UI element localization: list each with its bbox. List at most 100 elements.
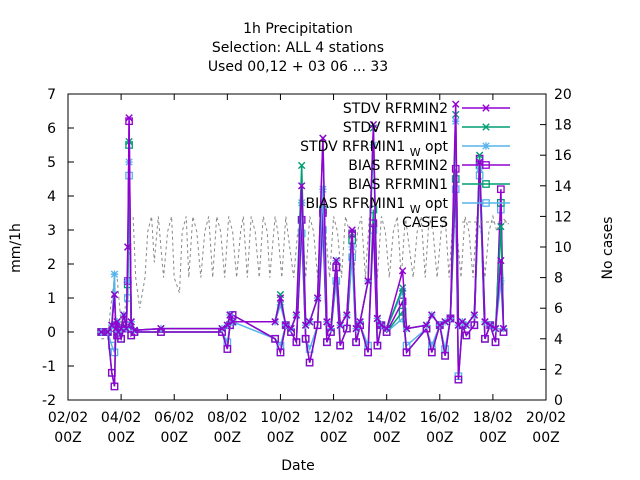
data-point bbox=[297, 182, 306, 190]
legend-marker bbox=[482, 104, 490, 112]
data-point bbox=[319, 185, 327, 193]
data-point bbox=[223, 345, 232, 353]
data-point bbox=[369, 120, 378, 129]
title-line: Selection: ALL 4 stations bbox=[212, 40, 384, 56]
legend-label: STDV RFRMIN2 bbox=[343, 101, 448, 117]
y2-tick-label: 12 bbox=[554, 209, 572, 225]
data-point bbox=[125, 114, 133, 122]
x-tick-label-hour: 00Z bbox=[267, 430, 294, 446]
data-point bbox=[436, 321, 444, 329]
y2-tick-label: 2 bbox=[554, 362, 563, 378]
data-point bbox=[462, 331, 471, 340]
legend-marker bbox=[482, 161, 490, 169]
data-point bbox=[382, 324, 391, 333]
data-point bbox=[481, 318, 489, 326]
data-point bbox=[497, 277, 505, 285]
data-point bbox=[497, 185, 505, 194]
x-tick-label-hour: 00Z bbox=[320, 430, 347, 446]
data-point bbox=[352, 324, 360, 333]
chart-title: 1h Precipitation Selection: ALL 4 station… bbox=[208, 21, 388, 75]
data-point bbox=[282, 321, 290, 329]
data-point bbox=[313, 294, 322, 302]
y-tick-label: 6 bbox=[47, 121, 56, 137]
data-point bbox=[422, 321, 431, 329]
data-point bbox=[343, 311, 351, 319]
series-line bbox=[101, 214, 510, 340]
x-tick-label: 08/02 bbox=[207, 410, 247, 426]
y2-tick-label: 16 bbox=[554, 148, 572, 164]
data-point bbox=[313, 321, 322, 330]
data-point bbox=[122, 324, 131, 333]
legend-marker bbox=[482, 142, 490, 150]
x-tick-label: 04/02 bbox=[101, 410, 141, 426]
data-point bbox=[107, 368, 116, 377]
data-point bbox=[491, 338, 500, 347]
data-point bbox=[97, 328, 105, 336]
x-tick-label-hour: 00Z bbox=[479, 430, 506, 446]
data-point bbox=[226, 311, 234, 319]
chart-axes: -2-1012345670246810121416182002/0200Z04/… bbox=[42, 87, 572, 446]
y-tick-label: 4 bbox=[47, 189, 56, 205]
series-6 bbox=[101, 214, 510, 340]
legend-label: BIAS RFRMIN1 W opt bbox=[306, 196, 449, 216]
data-point bbox=[292, 311, 301, 319]
legend-marker bbox=[482, 123, 490, 131]
y-axis-label: mm/1h bbox=[8, 223, 24, 273]
title-line: 1h Precipitation bbox=[243, 21, 353, 37]
data-point bbox=[398, 284, 407, 292]
x-tick-label-hour: 00Z bbox=[54, 430, 81, 446]
data-point bbox=[402, 348, 411, 357]
x-tick-label-hour: 00Z bbox=[373, 430, 400, 446]
y-tick-label: 5 bbox=[47, 155, 56, 171]
data-point bbox=[319, 134, 327, 142]
series-line bbox=[101, 104, 505, 334]
y2-tick-label: 20 bbox=[554, 87, 572, 103]
data-point bbox=[297, 161, 306, 170]
data-point bbox=[276, 348, 285, 357]
data-point bbox=[292, 338, 301, 347]
data-point bbox=[327, 324, 335, 333]
title-line: Used 00,12 + 03 06 ... 33 bbox=[208, 59, 388, 75]
data-point bbox=[336, 341, 345, 350]
y-tick-label: 0 bbox=[47, 325, 56, 341]
data-point bbox=[491, 324, 500, 333]
legend-label: CASES bbox=[402, 215, 448, 231]
chart-legend: STDV RFRMIN2 STDV RFRMIN1 STDV RFRMIN1 W o… bbox=[300, 101, 510, 231]
data-point bbox=[475, 158, 484, 166]
data-point bbox=[110, 382, 119, 391]
y2-tick-label: 10 bbox=[554, 240, 572, 256]
x-tick-label: 14/02 bbox=[366, 410, 406, 426]
data-point bbox=[373, 341, 382, 350]
data-point bbox=[454, 375, 463, 384]
data-point bbox=[452, 100, 460, 108]
data-point bbox=[497, 256, 505, 265]
x-tick-label-hour: 00Z bbox=[532, 430, 559, 446]
x-tick-label-hour: 00Z bbox=[426, 430, 453, 446]
x-tick-label: 10/02 bbox=[260, 410, 300, 426]
data-point bbox=[499, 324, 508, 333]
data-point bbox=[287, 324, 295, 333]
data-point bbox=[356, 318, 364, 326]
data-point bbox=[348, 226, 356, 234]
y2-tick-label: 4 bbox=[554, 332, 563, 348]
x-axis-label: Date bbox=[281, 458, 314, 474]
data-point bbox=[323, 338, 331, 347]
data-point bbox=[402, 324, 411, 333]
y2-tick-label: 18 bbox=[554, 118, 572, 134]
data-point bbox=[305, 358, 314, 367]
data-point bbox=[271, 318, 279, 326]
y-tick-label: 2 bbox=[47, 257, 56, 273]
data-point bbox=[332, 256, 340, 265]
y2-tick-label: 8 bbox=[554, 271, 563, 287]
x-tick-label-hour: 00Z bbox=[214, 430, 241, 446]
y2-tick-label: 0 bbox=[554, 393, 563, 409]
data-point bbox=[301, 334, 310, 343]
x-tick-label-hour: 00Z bbox=[161, 430, 188, 446]
data-point bbox=[117, 324, 125, 333]
legend-label: STDV RFRMIN1 bbox=[343, 120, 448, 136]
x-tick-label-hour: 00Z bbox=[107, 430, 134, 446]
x-tick-label: 20/02 bbox=[526, 410, 566, 426]
legend-label: BIAS RFRMIN2 bbox=[348, 158, 448, 174]
data-point bbox=[223, 321, 232, 329]
